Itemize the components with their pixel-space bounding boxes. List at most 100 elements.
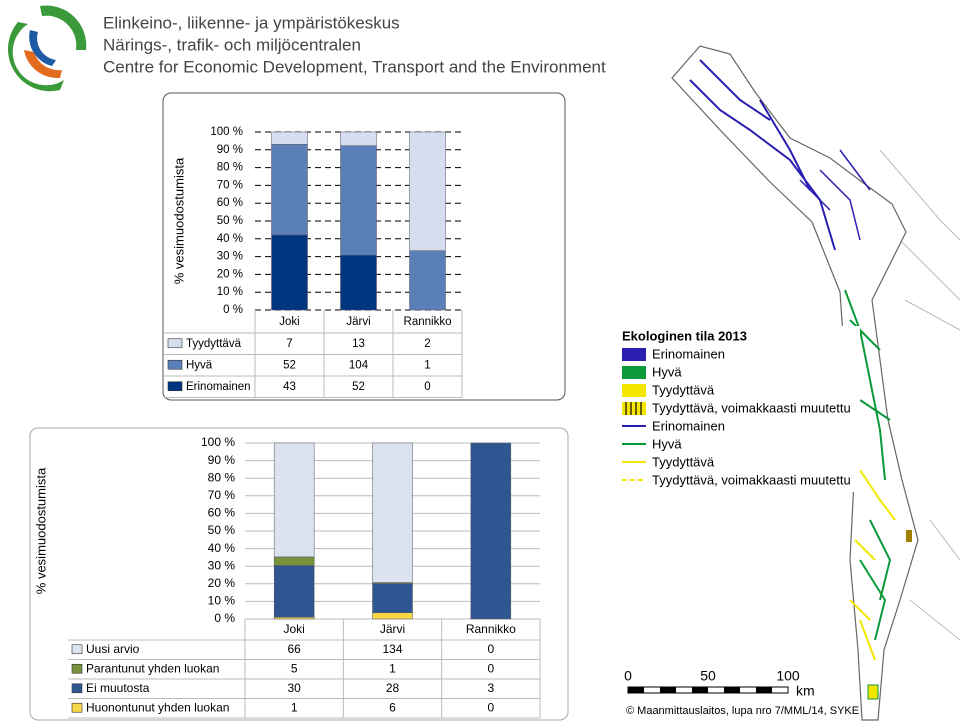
copyright: © Maanmittauslaitos, lupa nro 7/MML/14, … <box>626 705 859 717</box>
legend-swatch <box>167 359 183 370</box>
y-tick-label: 50 % <box>208 523 236 537</box>
y-tick-label: 30 % <box>208 558 236 572</box>
header-line: Elinkeino-, liikenne- ja ympäristökeskus <box>103 13 400 32</box>
table-cell: 30 <box>287 681 301 695</box>
legend-label: Tyydyttävä, voimakkaasti muutettu <box>652 400 851 415</box>
table-cell: 6 <box>389 700 396 714</box>
legend-label: Hyvä <box>652 364 682 379</box>
bar-segment <box>409 131 446 251</box>
table-row-label: Uusi arvio <box>86 642 140 656</box>
bar-segment <box>271 234 308 311</box>
y-tick-label: 70 % <box>217 179 243 191</box>
header-line: Närings-, trafik- och miljöcentralen <box>103 35 361 54</box>
bar-segment <box>271 131 308 145</box>
table-row-label: Erinomainen <box>186 381 251 393</box>
legend-swatch <box>622 384 646 397</box>
legend-label: Hyvä <box>652 436 682 451</box>
y-tick-label: 60 % <box>208 506 236 520</box>
table-cell: 1 <box>424 359 430 371</box>
legend-swatch <box>71 683 83 694</box>
legend-swatch <box>622 348 646 361</box>
table-cell: 1 <box>389 661 396 675</box>
x-tick-label: Rannikko <box>404 316 452 328</box>
y-tick-label: 20 % <box>217 268 243 280</box>
y-tick-label: 10 % <box>208 594 236 608</box>
table-cell: 28 <box>386 681 400 695</box>
y-axis-label: % vesimuodostumista <box>33 467 48 594</box>
bar-segment <box>409 250 446 311</box>
table-cell: 52 <box>283 359 296 371</box>
legend-label: Tyydyttävä <box>652 382 715 397</box>
x-tick-label: Joki <box>283 622 304 636</box>
scale-label: 50 <box>700 668 716 684</box>
header-line: Centre for Economic Development, Transpo… <box>103 57 606 76</box>
scale-label: 100 <box>776 668 800 684</box>
table-row-label: Tyydyttävä <box>186 338 242 350</box>
y-tick-label: 0 % <box>223 304 243 316</box>
x-tick-label: Rannikko <box>466 622 516 636</box>
legend-swatch <box>167 381 183 392</box>
bar-segment <box>372 612 413 620</box>
bar-segment <box>271 143 308 236</box>
table-cell: 3 <box>487 681 494 695</box>
y-tick-label: 90 % <box>208 453 236 467</box>
x-tick-label: Järvi <box>346 316 370 328</box>
x-tick-label: Joki <box>279 316 299 328</box>
table-row-label: Ei muutosta <box>86 681 150 695</box>
table-cell: 43 <box>283 381 296 393</box>
legend-swatch <box>71 702 83 713</box>
scale-label: 0 <box>624 668 632 684</box>
y-tick-label: 60 % <box>217 197 243 209</box>
legend-swatch <box>167 338 183 349</box>
bar-segment <box>372 442 413 583</box>
table-row-label: Parantunut yhden luokan <box>86 661 219 675</box>
table-cell: 66 <box>287 642 301 656</box>
bar-segment <box>273 556 315 566</box>
legend-label: Tyydyttävä, voimakkaasti muutettu <box>652 472 851 487</box>
table-cell: 2 <box>424 338 430 350</box>
table-cell: 1 <box>291 700 298 714</box>
x-tick-label: Järvi <box>380 622 405 636</box>
bar-segment <box>273 617 315 620</box>
bar-segment <box>340 145 377 256</box>
scale-unit: km <box>796 683 815 699</box>
y-tick-label: 40 % <box>208 541 236 555</box>
map <box>671 45 960 721</box>
y-tick-label: 100 % <box>201 435 235 449</box>
bar-segment <box>340 131 377 146</box>
bar-segment <box>372 583 413 614</box>
legend-swatch <box>71 663 83 674</box>
table-cell: 0 <box>487 661 494 675</box>
y-axis-label: % vesimuodostumista <box>171 157 186 284</box>
legend-label: Erinomainen <box>652 346 725 361</box>
table-cell: 0 <box>424 381 430 393</box>
y-tick-label: 0 % <box>214 611 235 625</box>
logo <box>7 5 87 92</box>
y-tick-label: 80 % <box>217 162 243 174</box>
y-tick-label: 20 % <box>208 576 236 590</box>
bar-segment <box>470 442 512 620</box>
table-cell: 52 <box>352 381 365 393</box>
y-tick-label: 40 % <box>217 233 243 245</box>
bar-segment <box>273 442 315 558</box>
table-cell: 104 <box>349 359 369 371</box>
y-tick-label: 50 % <box>217 215 243 227</box>
map-legend: Ekologinen tila 2013 Erinomainen Hyvä Ty… <box>616 326 860 492</box>
legend-bg <box>616 326 860 492</box>
y-tick-label: 80 % <box>208 470 236 484</box>
legend-label: Tyydyttävä <box>652 454 715 469</box>
table-row-label: Hyvä <box>186 359 213 371</box>
y-tick-label: 100 % <box>210 126 243 138</box>
table-cell: 7 <box>286 338 292 350</box>
legend-label: Erinomainen <box>652 418 725 433</box>
table-cell: 134 <box>382 642 402 656</box>
table-cell: 5 <box>291 661 298 675</box>
table-cell: 0 <box>487 642 494 656</box>
y-tick-label: 10 % <box>217 286 243 298</box>
legend-swatch <box>622 366 646 379</box>
table-cell: 0 <box>487 700 494 714</box>
y-tick-label: 70 % <box>208 488 236 502</box>
bar-segment <box>340 254 377 311</box>
